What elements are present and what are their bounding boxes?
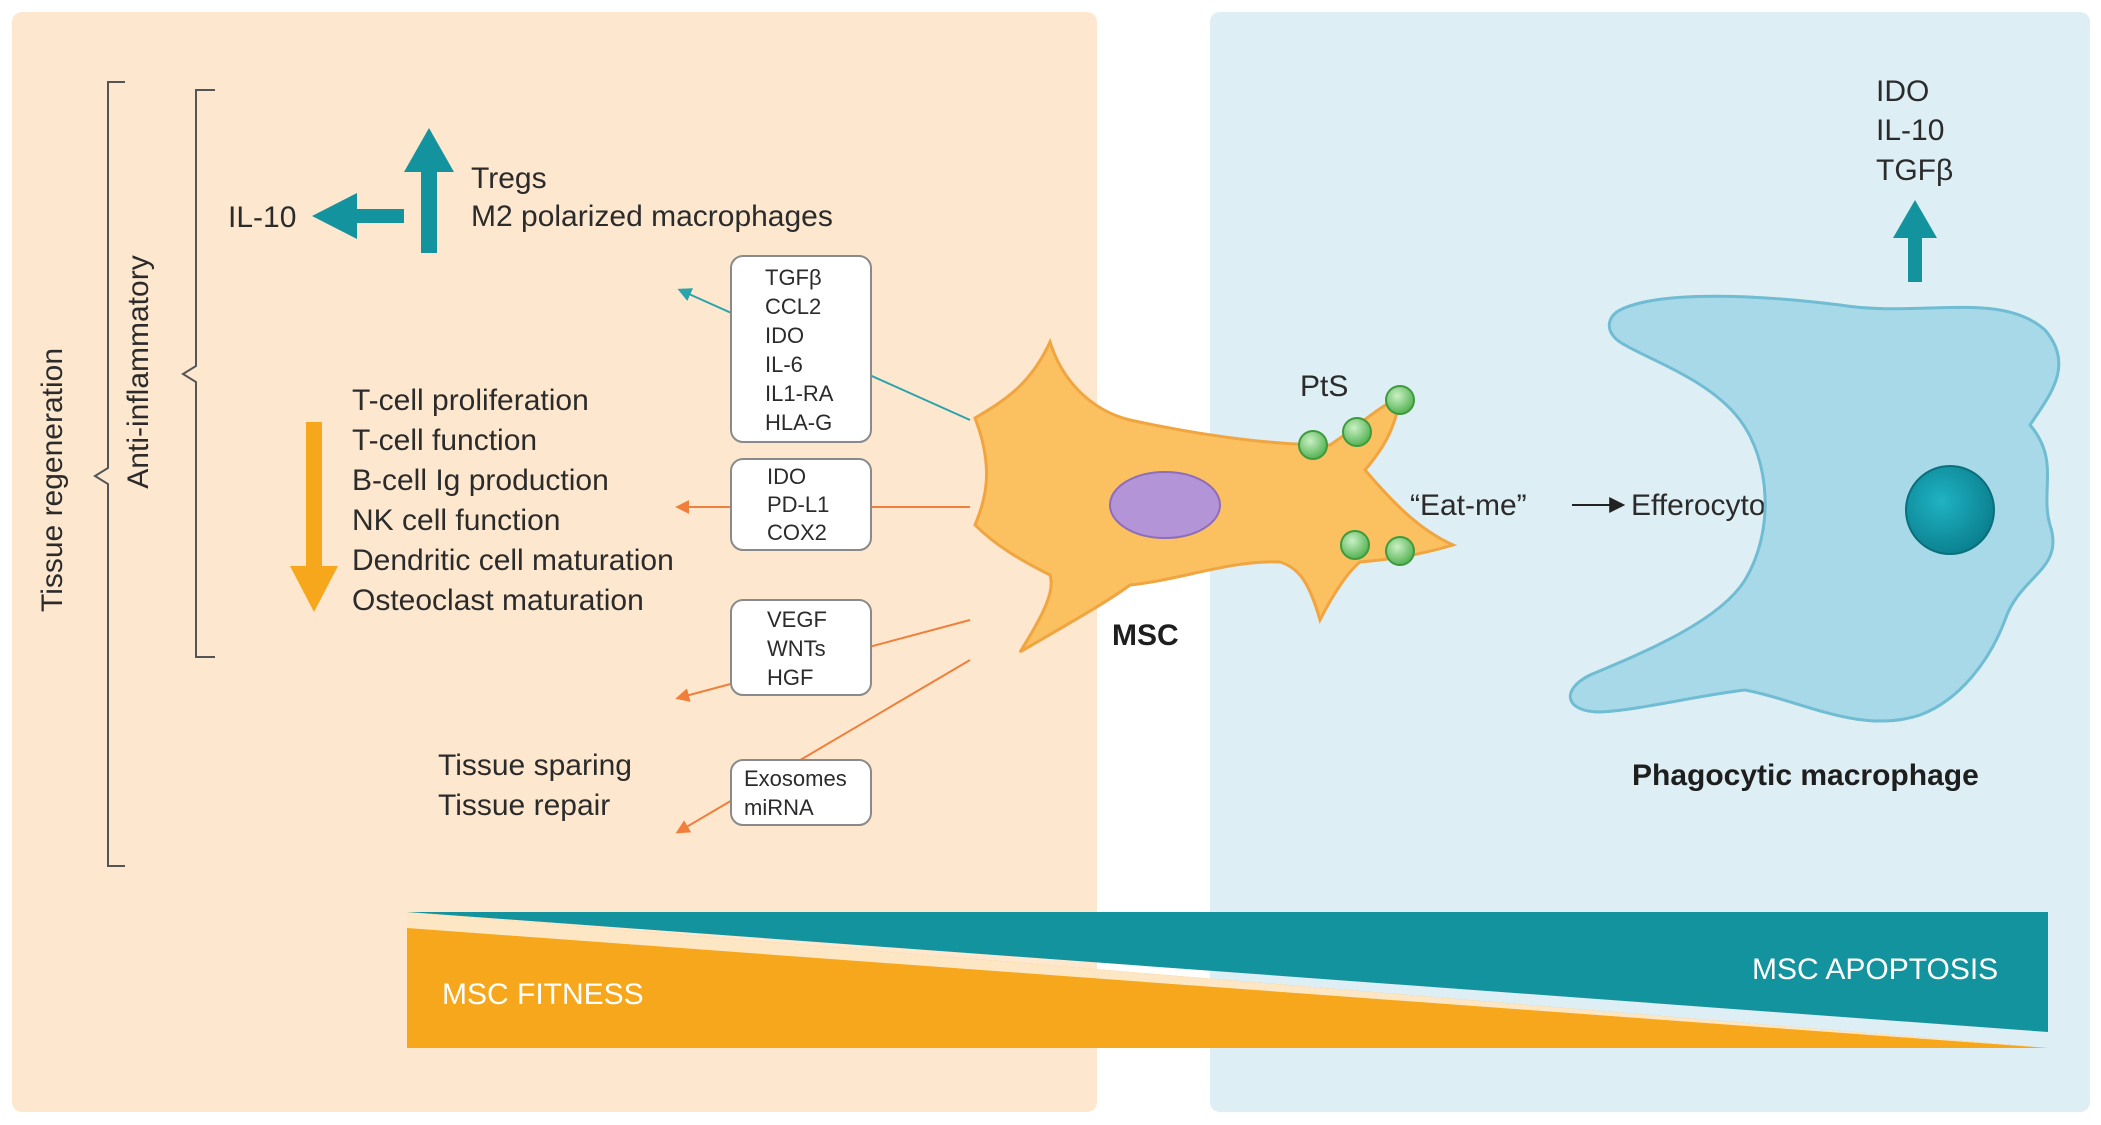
box1-item: CCL2 [765, 294, 821, 319]
cytokine-box-1: TGFβ CCL2 IDO IL-6 IL1-RA HLA-G [730, 255, 872, 443]
suppressed-item: Osteoclast maturation [352, 584, 644, 617]
cytokine-box-2: IDO PD-L1 COX2 [730, 458, 872, 551]
left-arrow-icon [312, 193, 404, 239]
macrophage-output-item: TGFβ [1876, 154, 1953, 187]
cytokine-box-4: Exosomes miRNA [730, 759, 872, 826]
tissue-repair-label: Tissue repair [438, 789, 610, 822]
macrophage-output-item: IDO [1876, 75, 1929, 108]
tissue-regeneration-bracket [93, 81, 125, 867]
down-arrow-icon [290, 422, 338, 612]
box1-item: HLA-G [765, 410, 832, 435]
box1-item: IDO [765, 323, 804, 348]
up-arrow-icon [1893, 200, 1937, 282]
msc-fitness-label: MSC FITNESS [442, 978, 644, 1011]
il10-label: IL-10 [228, 201, 296, 234]
msc-label: MSC [1112, 619, 1179, 652]
suppressed-item: T-cell function [352, 424, 537, 457]
tissue-sparing-label: Tissue sparing [438, 749, 632, 782]
box4-item: miRNA [744, 795, 814, 820]
pts-bead-icon [1298, 385, 1415, 566]
orange-connector-arrow [675, 659, 971, 834]
phagocytic-macrophage-label: Phagocytic macrophage [1632, 759, 1979, 792]
eat-me-label: “Eat-me” [1410, 489, 1527, 522]
anti-inflammatory-bracket [181, 89, 215, 658]
suppressed-item: NK cell function [352, 504, 560, 537]
box1-item: TGFβ [765, 265, 822, 290]
box1-item: IL-6 [765, 352, 803, 377]
pts-label: PtS [1300, 370, 1348, 403]
tissue-regeneration-label: Tissue regeneration [36, 348, 69, 612]
macrophage-cell-icon [1568, 294, 2061, 723]
cytokine-box-3: VEGF WNTs HGF [730, 599, 872, 696]
box2-item: COX2 [767, 520, 827, 545]
tregs-label: Tregs [471, 162, 547, 195]
box3-item: VEGF [767, 607, 827, 632]
box2-item: PD-L1 [767, 492, 829, 517]
box4-item: Exosomes [744, 766, 847, 791]
msc-cell-icon [973, 337, 1458, 654]
right-panel [1210, 12, 2090, 1112]
m2-macrophages-label: M2 polarized macrophages [471, 200, 833, 233]
msc-apoptosis-label: MSC APOPTOSIS [1752, 953, 1998, 986]
anti-inflammatory-label: Anti-inflammatory [122, 255, 155, 488]
macrophage-output-item: IL-10 [1876, 114, 1944, 147]
box1-item: IL1-RA [765, 381, 834, 406]
box3-item: HGF [767, 665, 813, 690]
suppressed-item: B-cell Ig production [352, 464, 609, 497]
suppressed-item: T-cell proliferation [352, 384, 589, 417]
suppressed-item: Dendritic cell maturation [352, 544, 674, 577]
suppressed-list: T-cell proliferation T-cell function B-c… [352, 384, 674, 617]
box2-item: IDO [767, 464, 806, 489]
fitness-apoptosis-band [407, 912, 2048, 1048]
box3-item: WNTs [767, 636, 826, 661]
up-arrow-icon [404, 128, 454, 253]
